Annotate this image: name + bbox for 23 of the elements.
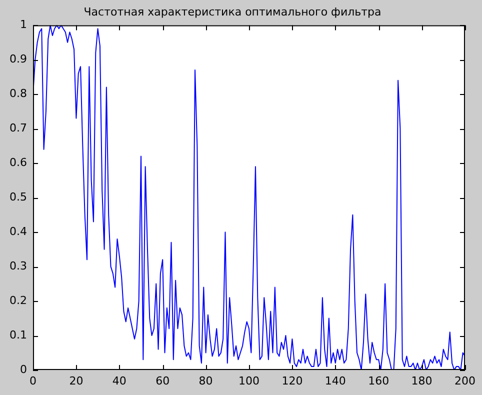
chart-title: Частотная характеристика оптимального фильтра xyxy=(84,5,382,18)
y-tick-label: 0.9 xyxy=(10,52,27,66)
x-tick-label: 20 xyxy=(69,374,84,388)
y-tick-label: 1 xyxy=(20,18,27,32)
y-tick-label: 0.3 xyxy=(10,259,27,272)
x-tick-label: 160 xyxy=(368,374,390,388)
x-tick-label: 100 xyxy=(238,374,260,388)
y-tick-label: 0.1 xyxy=(10,328,27,342)
x-tick-label: 80 xyxy=(198,374,213,388)
x-tick-label: 60 xyxy=(156,374,170,388)
x-tick-label: 0 xyxy=(30,374,36,388)
y-tick-label: 0 xyxy=(20,362,27,376)
y-tick-label: 0.4 xyxy=(10,224,27,238)
y-tick-label: 0.8 xyxy=(10,87,27,100)
x-tick-label: 140 xyxy=(324,374,346,388)
y-tick-label: 0.7 xyxy=(10,122,27,134)
y-tick-label: 0.5 xyxy=(10,190,27,204)
x-tick-label: 180 xyxy=(411,374,432,388)
y-tick-label: 0.6 xyxy=(10,156,27,169)
x-tick-label: 120 xyxy=(282,374,303,388)
x-tick-label: 200 xyxy=(454,374,476,388)
y-tick-label: 0.2 xyxy=(10,294,27,307)
x-tick-label: 40 xyxy=(112,374,126,388)
